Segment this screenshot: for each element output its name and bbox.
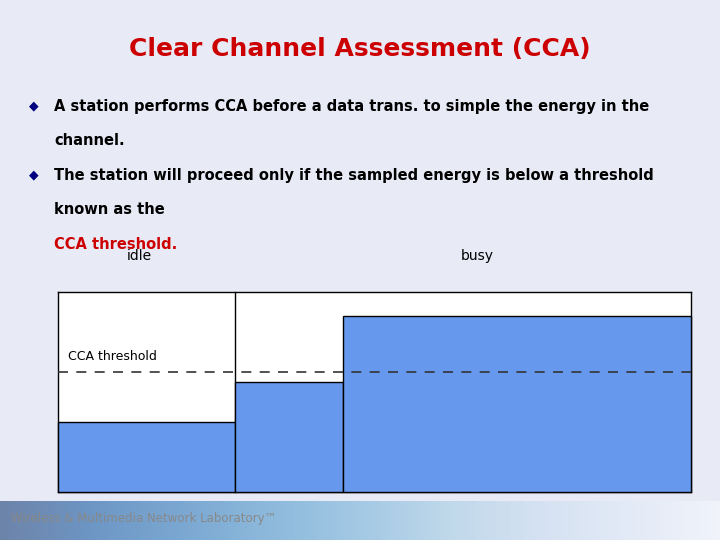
Text: The station will proceed only if the sampled energy is below a threshold: The station will proceed only if the sam… <box>54 168 654 183</box>
Text: CCA threshold.: CCA threshold. <box>54 237 177 252</box>
Bar <box>58 292 691 491</box>
Text: busy: busy <box>461 249 494 263</box>
Text: channel.: channel. <box>54 133 125 148</box>
Bar <box>58 422 235 491</box>
Bar <box>343 316 691 491</box>
Text: Wireless & Multimedia Network Laboratory™: Wireless & Multimedia Network Laboratory… <box>11 512 276 525</box>
Bar <box>235 382 343 491</box>
Text: ◆: ◆ <box>29 168 38 181</box>
Text: Clear Channel Assessment (CCA): Clear Channel Assessment (CCA) <box>129 37 591 61</box>
Text: A station performs CCA before a data trans. to simple the energy in the: A station performs CCA before a data tra… <box>54 99 649 114</box>
Text: idle: idle <box>127 249 152 263</box>
Text: CCA threshold: CCA threshold <box>68 350 157 363</box>
Text: ◆: ◆ <box>29 99 38 112</box>
Text: known as the: known as the <box>54 202 165 218</box>
